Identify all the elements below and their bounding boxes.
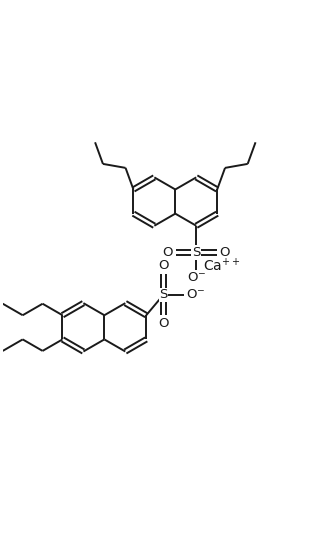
Text: O: O xyxy=(158,259,169,272)
Text: Ca$^{++}$: Ca$^{++}$ xyxy=(203,257,241,275)
Text: O: O xyxy=(158,317,169,330)
Text: O$^{-}$: O$^{-}$ xyxy=(186,288,205,301)
Text: S: S xyxy=(159,288,168,301)
Text: O: O xyxy=(163,246,173,259)
Text: O: O xyxy=(219,246,230,259)
Text: O$^{-}$: O$^{-}$ xyxy=(187,271,206,284)
Text: S: S xyxy=(192,246,200,259)
